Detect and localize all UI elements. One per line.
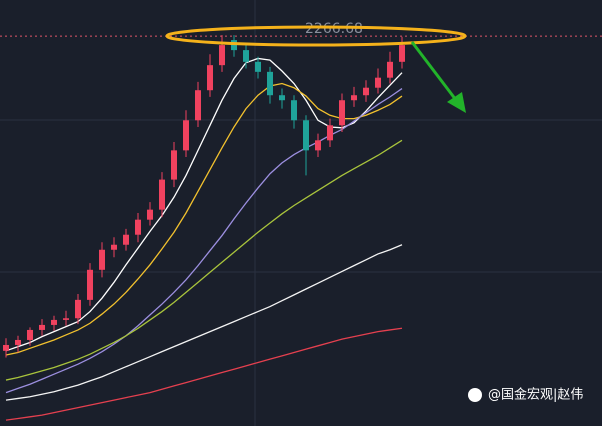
candle-body — [183, 120, 189, 151]
candle-body — [123, 234, 129, 245]
annotation-ellipse — [165, 25, 467, 47]
candle-body — [375, 77, 381, 88]
candle-body — [111, 244, 117, 250]
candle-body — [399, 45, 405, 62]
ma-line — [5, 139, 403, 381]
candle-body — [315, 140, 321, 151]
candle-body — [63, 318, 69, 320]
candle-body — [3, 344, 9, 351]
watermark-icon — [468, 388, 482, 402]
watermark: @国金宏观|赵伟 — [468, 387, 583, 403]
candle-body — [303, 120, 309, 151]
candle-body — [291, 100, 297, 121]
candle-body — [51, 319, 57, 325]
plot: 2266.68 — [0, 21, 602, 421]
annotation-arrow — [410, 41, 466, 113]
ma-line — [5, 244, 403, 401]
candle-body — [363, 87, 369, 96]
arrow-shaft — [410, 41, 458, 101]
candle-body — [195, 90, 201, 121]
candle-body — [351, 95, 357, 101]
candle-body — [279, 95, 285, 101]
ma-line — [5, 57, 403, 352]
candle-body — [387, 61, 393, 78]
candle-body — [207, 65, 213, 91]
watermark-text: @国金宏观|赵伟 — [488, 387, 583, 403]
ma-line — [5, 327, 403, 421]
candle-body — [147, 209, 153, 220]
candle-body — [99, 249, 105, 270]
arrow-head — [447, 92, 466, 113]
candle-body — [159, 179, 165, 210]
candle-body — [243, 50, 249, 62]
candle-body — [39, 324, 45, 330]
ma-line — [5, 88, 403, 394]
candle-body — [171, 150, 177, 180]
candle-body — [231, 40, 237, 51]
candle-body — [15, 339, 21, 345]
candle-body — [267, 71, 273, 96]
candle-body — [87, 269, 93, 300]
candle-body — [219, 45, 225, 66]
candle-body — [75, 299, 81, 319]
candle-body — [27, 329, 33, 340]
candle-body — [135, 219, 141, 235]
price-label: 2266.68 — [305, 21, 363, 37]
ma-line — [5, 82, 403, 356]
candle-body — [327, 125, 333, 141]
candle-body — [339, 100, 345, 126]
candle-body — [255, 61, 261, 72]
